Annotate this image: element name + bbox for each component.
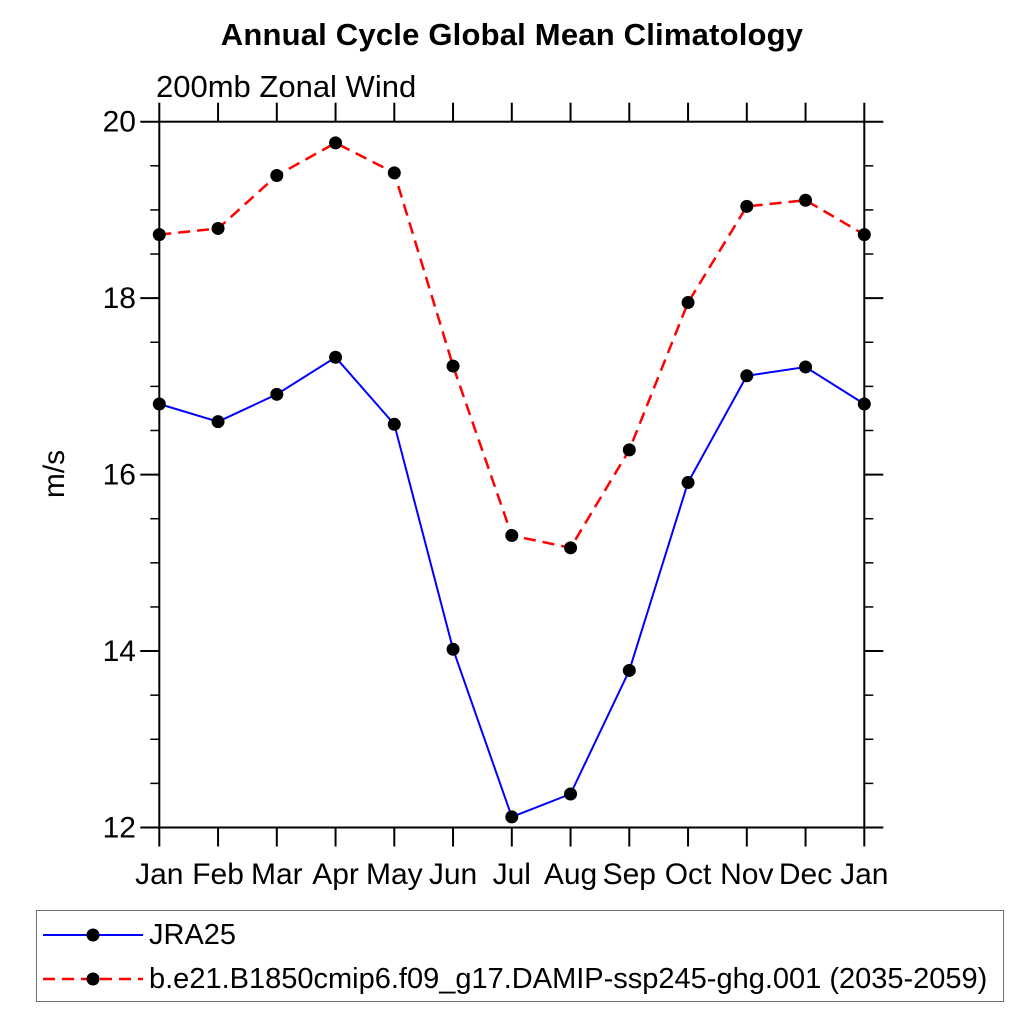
series-marker-0 <box>564 787 578 801</box>
x-tick-label: Mar <box>251 858 303 891</box>
y-tick-label: 18 <box>103 282 136 315</box>
series-marker-1 <box>505 528 519 542</box>
series-marker-0 <box>740 369 754 383</box>
series-marker-0 <box>329 350 343 364</box>
series-marker-1 <box>387 166 401 180</box>
legend-line-sample-model <box>43 972 143 986</box>
y-axis-label: m/s <box>38 450 71 498</box>
series-marker-1 <box>329 136 343 150</box>
series-marker-0 <box>270 387 284 401</box>
chart-title: Annual Cycle Global Mean Climatology <box>220 17 804 52</box>
x-tick-label: Aug <box>544 858 597 891</box>
series-marker-1 <box>152 228 166 242</box>
series-marker-1 <box>681 296 695 310</box>
legend-marker-0 <box>86 928 100 942</box>
legend-box: JRA25 b.e21.B1850cmip6.f09_g17.DAMIP-ssp… <box>36 910 1004 1002</box>
chart-subtitle: 200mb Zonal Wind <box>156 69 417 104</box>
axes-box <box>158 120 866 829</box>
series-marker-1 <box>799 193 813 207</box>
series-marker-0 <box>152 397 166 411</box>
series-marker-1 <box>211 221 225 235</box>
x-tick-label: Apr <box>312 858 359 891</box>
y-tick-label: 14 <box>103 635 136 668</box>
series-marker-0 <box>446 642 460 656</box>
legend-label-jra25: JRA25 <box>149 919 237 951</box>
series-marker-0 <box>857 397 871 411</box>
x-tick-label: Jan <box>840 858 888 891</box>
legend-label-model: b.e21.B1850cmip6.f09_g17.DAMIP-ssp245-gh… <box>149 963 988 995</box>
x-tick-label: Oct <box>665 858 712 891</box>
series-line-0 <box>159 355 865 819</box>
legend-line-sample-jra25 <box>43 928 143 942</box>
series-line-1 <box>159 141 865 550</box>
y-tick-label: 12 <box>103 812 136 845</box>
legend-marker-1 <box>86 972 100 986</box>
series-marker-0 <box>622 663 636 677</box>
series-marker-1 <box>446 359 460 373</box>
series-marker-0 <box>681 476 695 490</box>
series-marker-0 <box>505 810 519 824</box>
series-marker-0 <box>799 360 813 374</box>
series-marker-0 <box>387 417 401 431</box>
x-tick-label: Jun <box>429 858 477 891</box>
x-tick-label: Jul <box>493 858 531 891</box>
x-tick-label: Feb <box>192 858 244 891</box>
x-tick-label: Jan <box>135 858 183 891</box>
y-tick-label: 16 <box>103 459 136 492</box>
y-tick-label: 20 <box>103 106 136 139</box>
series-marker-1 <box>857 228 871 242</box>
series-marker-1 <box>564 541 578 555</box>
x-tick-label: May <box>366 858 423 891</box>
series-marker-1 <box>740 199 754 213</box>
series-marker-1 <box>270 169 284 183</box>
x-tick-label: Sep <box>603 858 656 891</box>
series-marker-1 <box>622 443 636 457</box>
x-tick-label: Nov <box>720 858 773 891</box>
x-tick-label: Dec <box>779 858 832 891</box>
series-marker-0 <box>211 415 225 429</box>
